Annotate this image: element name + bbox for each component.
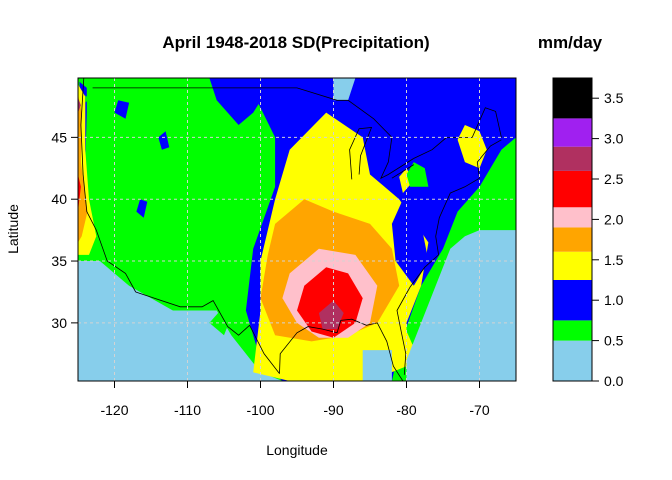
y-axis: 30 35 40 45 bbox=[51, 129, 78, 331]
legend-swatch-3 bbox=[553, 251, 592, 280]
field-region-18 bbox=[209, 310, 232, 336]
y-tick-label-3: 45 bbox=[51, 129, 67, 145]
coastline-segment-5 bbox=[92, 87, 415, 180]
legend-swatch-8 bbox=[553, 118, 592, 147]
y-axis-label: Latitude bbox=[5, 204, 21, 254]
legend-tick-label-0: 0.0 bbox=[604, 373, 624, 389]
x-tick-label-3: -90 bbox=[323, 402, 343, 418]
precip-sd-field bbox=[78, 78, 516, 381]
plot-frame bbox=[77, 77, 517, 382]
legend-tick-label-2: 1.0 bbox=[604, 292, 624, 308]
field-region-13 bbox=[85, 95, 89, 103]
legend-tick-label-4: 2.0 bbox=[604, 211, 624, 227]
x-tick-label-2: -100 bbox=[246, 402, 274, 418]
x-tick-label-4: -80 bbox=[396, 402, 416, 418]
field-region-15 bbox=[158, 131, 170, 150]
legend-tick-label-1: 0.5 bbox=[604, 333, 624, 349]
coastline-segment-3 bbox=[396, 139, 502, 375]
color-legend: 0.0 0.5 1.0 1.5 2.0 2.5 3.0 3.5 bbox=[552, 77, 624, 389]
map-panel: -120 -110 -100 -90 -80 -70 30 35 40 45 bbox=[51, 77, 517, 418]
legend-tick-label-7: 3.5 bbox=[604, 90, 624, 106]
chart-title: April 1948-2018 SD(Precipitation) bbox=[162, 33, 429, 52]
coastline-segment-7 bbox=[391, 164, 415, 179]
x-tick-label-1: -110 bbox=[174, 402, 201, 418]
coastline-segment-0 bbox=[80, 78, 137, 293]
y-tick-label-0: 30 bbox=[51, 315, 67, 331]
field-region-14 bbox=[209, 78, 276, 125]
field-region-21 bbox=[406, 162, 429, 187]
x-axis: -120 -110 -100 -90 -80 -70 bbox=[100, 381, 490, 418]
legend-swatch-6 bbox=[553, 170, 592, 208]
field-region-12 bbox=[78, 97, 81, 113]
field-region-26 bbox=[333, 78, 356, 101]
legend-unit-label: mm/day bbox=[538, 33, 603, 52]
y-tick-label-1: 35 bbox=[51, 253, 67, 269]
field-region-16 bbox=[136, 199, 148, 218]
coastline-segment-2 bbox=[279, 318, 404, 381]
legend-frame bbox=[552, 77, 593, 382]
legend-swatch-0 bbox=[553, 340, 592, 381]
legend-swatch-5 bbox=[553, 207, 592, 228]
legend-tick-label-3: 1.5 bbox=[604, 252, 624, 268]
field-region-24 bbox=[395, 322, 414, 367]
legend-swatch-4 bbox=[553, 227, 592, 252]
field-region-27 bbox=[406, 230, 516, 381]
field-region-19 bbox=[391, 199, 429, 286]
legend-swatch-2 bbox=[553, 280, 592, 321]
legend-swatch-1 bbox=[553, 320, 592, 341]
legend-tick-label-5: 2.5 bbox=[604, 171, 624, 187]
legend-swatch-9 bbox=[553, 78, 592, 119]
y-tick-label-2: 40 bbox=[51, 191, 67, 207]
gridlines bbox=[78, 78, 516, 381]
x-axis-label: Longitude bbox=[266, 442, 328, 458]
field-region-10 bbox=[78, 94, 88, 243]
field-region-11 bbox=[78, 174, 81, 212]
legend-swatch-7 bbox=[553, 146, 592, 171]
legend-tick-label-6: 3.0 bbox=[604, 131, 624, 147]
field-region-17 bbox=[114, 100, 130, 119]
field-region-25 bbox=[362, 350, 392, 381]
field-region-6 bbox=[318, 300, 344, 330]
x-tick-label-0: -120 bbox=[100, 402, 128, 418]
coastline-segment-6 bbox=[349, 127, 373, 180]
coastline-segment-4 bbox=[413, 107, 502, 159]
x-tick-label-5: -70 bbox=[469, 402, 489, 418]
